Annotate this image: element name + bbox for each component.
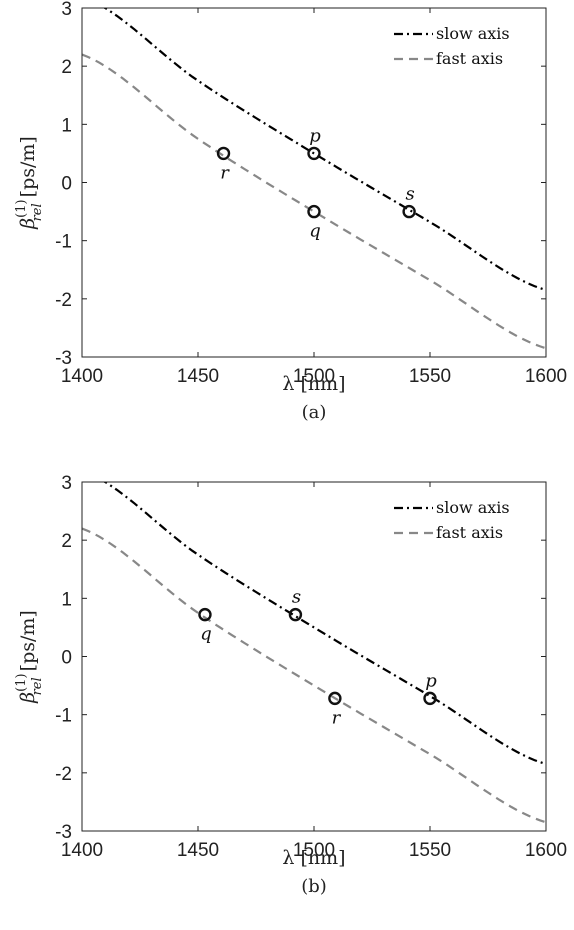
x-tick-label: 1450 (177, 366, 219, 387)
series-line-fast-axis (82, 53, 546, 350)
point-label-s: s (405, 184, 414, 205)
y-tick-label: -2 (55, 764, 72, 785)
y-tick-label: 2 (61, 531, 72, 552)
point-label-p: p (425, 670, 437, 691)
x-tick-label: 1600 (525, 366, 567, 387)
y-tick-label: -1 (55, 232, 72, 253)
x-tick-label: 1400 (61, 366, 103, 387)
point-label-r: r (332, 707, 342, 728)
point-label-p: p (309, 125, 321, 146)
x-tick-label: 1450 (177, 840, 219, 861)
point-marker-q (198, 607, 212, 622)
x-tick-label: 1500 (293, 840, 335, 861)
series-line-slow-axis (103, 482, 546, 766)
chart-panel-a: 1400 1450 1500 1550 1600 -3 -2 -1 0 1 2 3 λ [nm] β(1)… (14, 0, 567, 423)
x-tick-label: 1500 (293, 366, 335, 387)
point-label-q: q (200, 624, 212, 645)
panel-caption: (a) (302, 402, 327, 423)
y-tick-label: -2 (55, 290, 72, 311)
point-marker-r (216, 146, 231, 161)
x-tick-label: 1600 (525, 840, 567, 861)
y-tick-label: -3 (55, 348, 72, 369)
y-tick-label: 0 (61, 174, 72, 195)
y-tick-label: 3 (61, 473, 72, 494)
legend-label-slow-axis: slow axis (436, 24, 510, 43)
y-tick-label: 1 (61, 115, 72, 136)
y-tick-label: -3 (55, 822, 72, 843)
legend-label-fast-axis: fast axis (436, 523, 503, 542)
point-marker-q (307, 204, 321, 219)
legend-label-fast-axis: fast axis (436, 49, 503, 68)
point-marker-p (307, 146, 321, 161)
point-label-q: q (309, 221, 321, 242)
y-tick-label: -1 (55, 706, 72, 727)
y-axis-label: β(1)rel[ps/m] (14, 610, 45, 704)
x-axis-label: λ [nm] (282, 373, 345, 395)
y-tick-label: 0 (61, 648, 72, 669)
point-label-r: r (220, 162, 230, 183)
y-axis-label: β(1)rel[ps/m] (14, 136, 45, 230)
point-marker-s (402, 204, 416, 219)
y-tick-label: 3 (61, 0, 72, 20)
y-tick-label: 2 (61, 57, 72, 78)
legend-label-slow-axis: slow axis (436, 498, 510, 517)
x-axis-label: λ [nm] (282, 847, 345, 869)
series-line-slow-axis (103, 8, 546, 292)
point-label-s: s (292, 587, 301, 608)
x-tick-label: 1400 (61, 840, 103, 861)
point-marker-s (288, 607, 303, 622)
y-tick-label: 1 (61, 589, 72, 610)
panel-caption: (b) (301, 876, 327, 897)
x-tick-label: 1550 (409, 840, 451, 861)
point-marker-r (328, 691, 342, 706)
x-tick-label: 1550 (409, 366, 451, 387)
point-marker-p (423, 691, 437, 706)
series-line-fast-axis (82, 527, 546, 824)
chart-panel-b: 1400 1450 1500 1550 1600 -3 -2 -1 0 1 2 3 λ [nm] β(1)… (14, 473, 567, 897)
